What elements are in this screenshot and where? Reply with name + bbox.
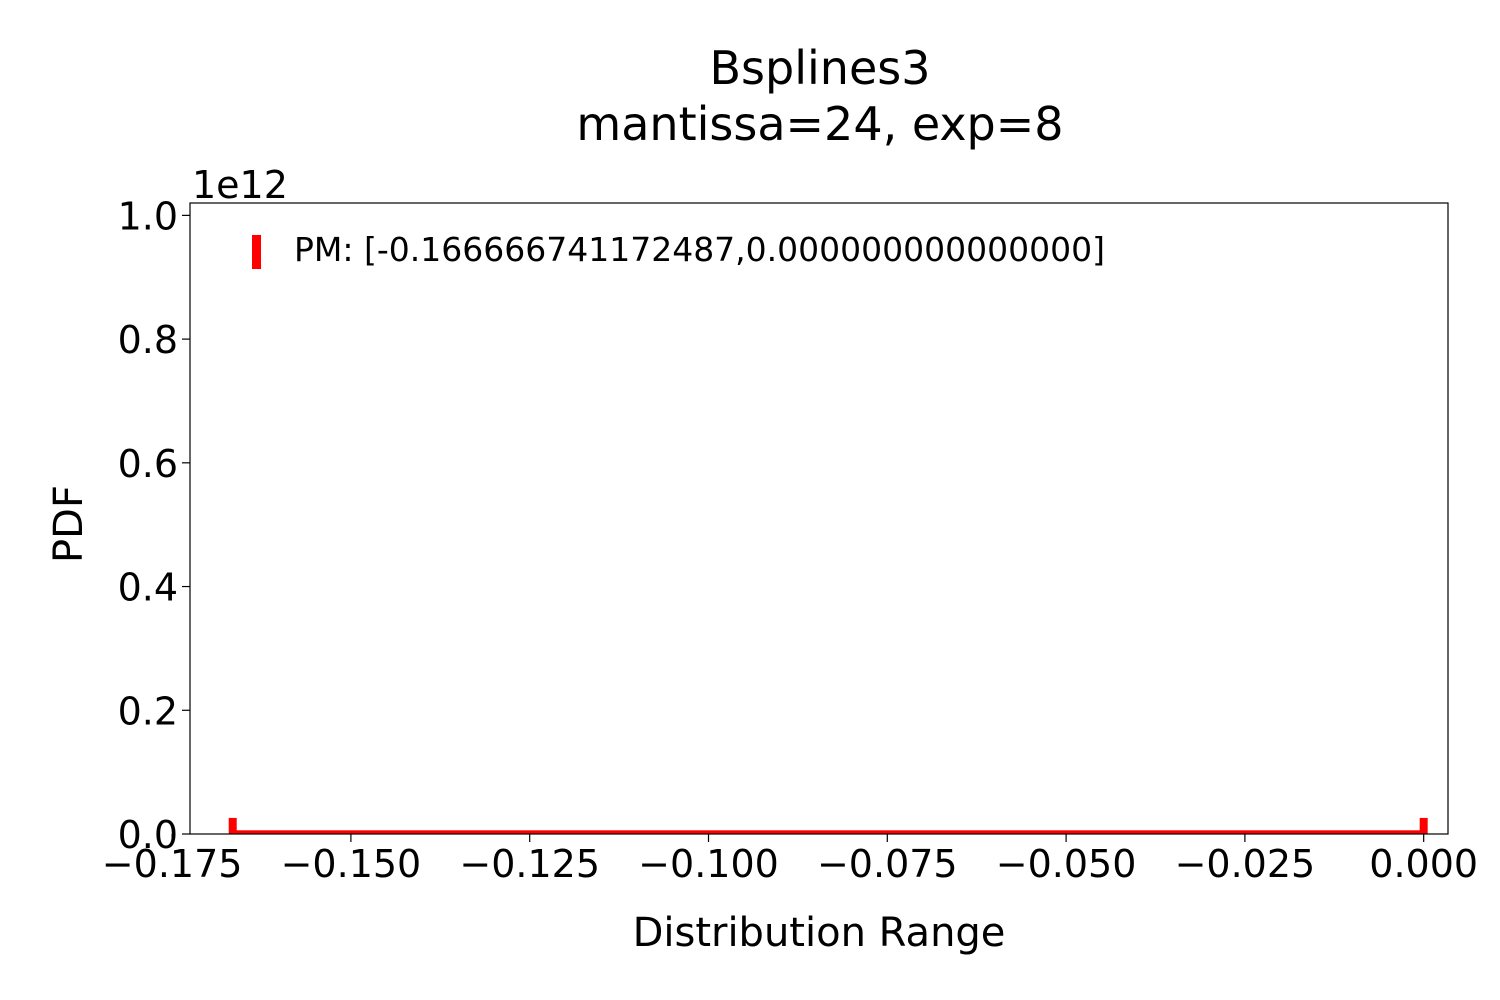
histogram-edge-left	[228, 817, 237, 834]
y-offset-label: 1e12	[192, 163, 288, 207]
y-tick-label: 1.0	[118, 194, 178, 238]
x-tick-label: −0.125	[459, 842, 600, 886]
y-tick-label: 0.8	[118, 318, 178, 362]
x-tick-label: −0.025	[1175, 842, 1316, 886]
x-axis: −0.175 −0.150 −0.125 −0.100 −0.075 −0.050 −0.0…	[102, 834, 1478, 886]
y-tick-label: 0.2	[118, 689, 178, 733]
chart-subtitle: mantissa=24, exp=8	[576, 97, 1063, 151]
histogram-edge-right	[1419, 817, 1428, 834]
y-tick-label: 0.4	[118, 566, 178, 610]
histogram-band	[231, 830, 1424, 834]
x-tick-label: −0.050	[996, 842, 1137, 886]
legend-swatch	[252, 235, 261, 269]
x-tick-label: −0.075	[817, 842, 958, 886]
plot-frame	[189, 202, 1449, 835]
chart-title: Bsplines3	[710, 41, 931, 95]
plot-marks	[228, 817, 1428, 834]
x-tick-label: −0.100	[638, 842, 779, 886]
y-axis-label: PDF	[46, 485, 92, 563]
y-tick-label: 0.6	[118, 442, 178, 486]
y-tick-label: 0.0	[118, 813, 178, 857]
x-tick-label: −0.175	[102, 842, 243, 886]
x-tick-label: 0.000	[1369, 842, 1478, 886]
x-axis-label: Distribution Range	[633, 910, 1006, 956]
y-axis: 0.0 0.2 0.4 0.6 0.8 1.0	[118, 194, 190, 857]
legend: PM: [-0.166666741172487,0.00000000000000…	[252, 230, 1105, 269]
legend-label: PM: [-0.166666741172487,0.00000000000000…	[294, 230, 1105, 269]
x-tick-label: −0.150	[281, 842, 422, 886]
